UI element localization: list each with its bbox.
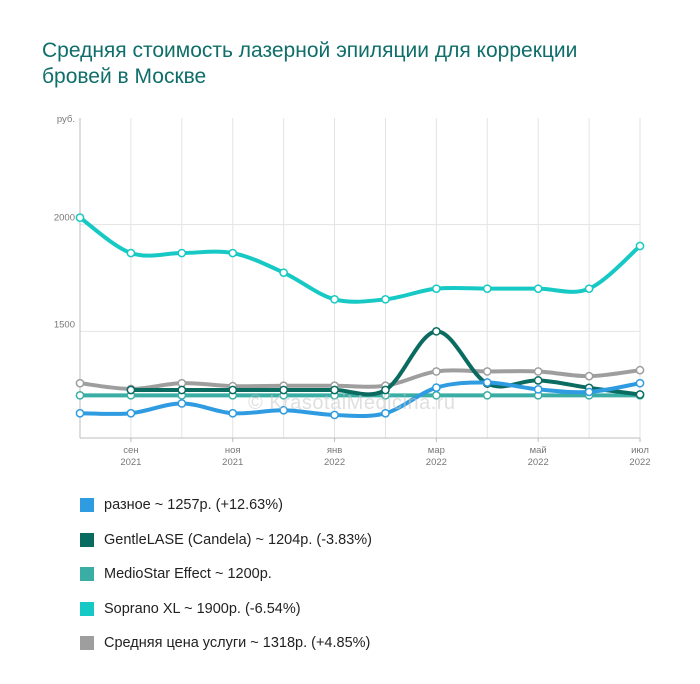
data-point <box>381 408 390 418</box>
data-point <box>432 284 441 294</box>
x-tick-label-month: мар <box>428 445 445 456</box>
data-point <box>279 405 288 415</box>
data-point <box>635 390 645 399</box>
data-point <box>126 385 136 395</box>
x-tick-label-year: 2021 <box>120 457 141 468</box>
line-chart: руб.15002000сен2021ноя2021янв2022мар2022… <box>54 114 651 468</box>
legend-label: разное ~ 1257р. (+12.63%) <box>104 497 283 514</box>
data-point <box>126 248 136 258</box>
x-tick-label-year: 2022 <box>528 457 549 468</box>
data-point <box>126 408 136 418</box>
x-tick-label-month: ноя <box>225 445 241 456</box>
legend-label: Soprano XL ~ 1900р. (-6.54%) <box>104 600 301 617</box>
data-point <box>381 294 390 304</box>
data-point <box>330 410 339 420</box>
data-point <box>177 399 187 408</box>
data-point <box>75 213 85 222</box>
data-point <box>635 378 645 388</box>
data-point <box>533 385 543 394</box>
legend-label: Средняя цена услуги ~ 1318р. (+4.85%) <box>104 635 371 652</box>
data-point <box>482 284 492 294</box>
data-point <box>533 284 543 294</box>
legend-item[interactable]: Средняя цена услуги ~ 1318р. (+4.85%) <box>80 626 372 661</box>
x-tick-label-month: май <box>530 445 547 456</box>
data-point <box>177 248 187 258</box>
x-tick-label-month: сен <box>123 445 138 456</box>
data-point <box>279 385 288 395</box>
data-point <box>381 385 390 395</box>
data-point <box>228 408 238 418</box>
data-point <box>482 367 492 376</box>
data-point <box>279 268 288 278</box>
legend-swatch <box>80 498 94 513</box>
legend-swatch <box>80 532 94 547</box>
legend-label: MedioStar Effect ~ 1200р. <box>104 566 272 583</box>
data-point <box>533 376 543 385</box>
data-point <box>584 371 594 381</box>
series-layer <box>75 213 645 420</box>
watermark: © KrasotaiMedicina.ru <box>248 392 456 414</box>
axes: руб.15002000сен2021ноя2021янв2022мар2022… <box>54 114 651 468</box>
legend-swatch <box>80 567 94 582</box>
data-point <box>584 387 594 397</box>
legend: разное ~ 1257р. (+12.63%) GentleLASE (Can… <box>80 488 372 661</box>
series-line <box>78 368 642 391</box>
legend-swatch <box>80 636 94 651</box>
x-tick-label-year: 2021 <box>222 457 243 468</box>
y-axis-label: руб. <box>57 114 75 125</box>
series-0 <box>75 378 645 420</box>
series-line <box>78 215 642 304</box>
data-point <box>75 378 85 388</box>
legend-item[interactable]: Soprano XL ~ 1900р. (-6.54%) <box>80 592 372 627</box>
data-point <box>228 248 238 258</box>
series-3 <box>75 213 645 304</box>
data-point <box>635 365 645 375</box>
data-point <box>482 390 492 400</box>
data-point <box>75 408 85 418</box>
data-point <box>635 241 645 251</box>
data-point <box>330 294 339 304</box>
data-point <box>584 284 594 294</box>
y-tick-label: 2000 <box>54 213 75 224</box>
data-point <box>330 385 339 395</box>
data-point <box>533 367 543 376</box>
data-point <box>228 385 238 395</box>
y-tick-label: 1500 <box>54 319 75 330</box>
legend-item[interactable]: GentleLASE (Candela) ~ 1204р. (-3.83%) <box>80 523 372 558</box>
data-point <box>177 385 187 395</box>
series-line <box>128 329 642 397</box>
x-tick-label-month: июл <box>631 445 649 456</box>
legend-label: GentleLASE (Candela) ~ 1204р. (-3.83%) <box>104 531 373 548</box>
legend-swatch <box>80 601 94 616</box>
chart-title: Средняя стоимость лазерной эпиляции для … <box>42 39 578 88</box>
data-point <box>432 367 441 376</box>
legend-item[interactable]: разное ~ 1257р. (+12.63%) <box>80 488 372 523</box>
data-point <box>432 326 441 336</box>
data-point <box>482 378 492 387</box>
x-tick-label-month: янв <box>327 445 342 456</box>
x-tick-label-year: 2022 <box>324 457 345 468</box>
data-point <box>75 390 85 400</box>
legend-item[interactable]: MedioStar Effect ~ 1200р. <box>80 557 372 592</box>
x-tick-label-year: 2022 <box>629 457 650 468</box>
data-point <box>432 383 441 393</box>
x-tick-label-year: 2022 <box>426 457 447 468</box>
